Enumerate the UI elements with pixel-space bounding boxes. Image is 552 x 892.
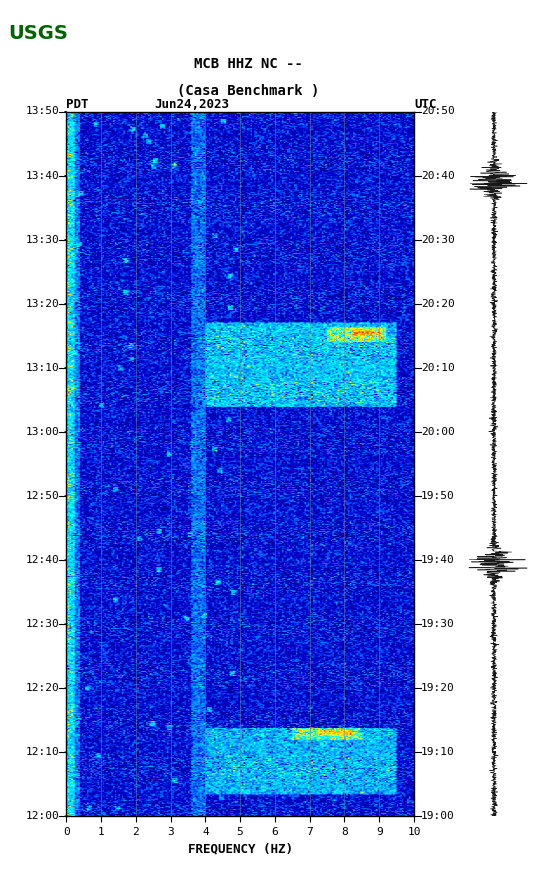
Text: MCB HHZ NC --: MCB HHZ NC -- [194, 57, 303, 71]
Text: 13:10: 13:10 [25, 363, 59, 373]
Text: 13:20: 13:20 [25, 299, 59, 309]
Text: (Casa Benchmark ): (Casa Benchmark ) [177, 84, 320, 98]
Text: UTC: UTC [414, 98, 437, 112]
Text: 12:30: 12:30 [25, 619, 59, 629]
Text: 20:40: 20:40 [421, 170, 455, 180]
Text: 19:40: 19:40 [421, 555, 455, 565]
X-axis label: FREQUENCY (HZ): FREQUENCY (HZ) [188, 842, 293, 855]
Text: 13:00: 13:00 [25, 426, 59, 437]
Text: 20:30: 20:30 [421, 235, 455, 244]
Text: 12:20: 12:20 [25, 683, 59, 693]
Text: 19:20: 19:20 [421, 683, 455, 693]
Text: 19:10: 19:10 [421, 747, 455, 757]
Text: 19:30: 19:30 [421, 619, 455, 629]
Text: PDT: PDT [66, 98, 89, 112]
Text: 12:00: 12:00 [25, 811, 59, 822]
Text: 12:50: 12:50 [25, 491, 59, 501]
Text: 20:00: 20:00 [421, 426, 455, 437]
Text: 19:00: 19:00 [421, 811, 455, 822]
Text: 19:50: 19:50 [421, 491, 455, 501]
Text: USGS: USGS [9, 24, 68, 43]
Text: 12:40: 12:40 [25, 555, 59, 565]
Text: 20:20: 20:20 [421, 299, 455, 309]
Text: 13:40: 13:40 [25, 170, 59, 180]
Text: 13:30: 13:30 [25, 235, 59, 244]
Text: 12:10: 12:10 [25, 747, 59, 757]
Text: Jun24,2023: Jun24,2023 [155, 98, 230, 112]
Text: 20:50: 20:50 [421, 106, 455, 117]
Text: 13:50: 13:50 [25, 106, 59, 117]
Text: 20:10: 20:10 [421, 363, 455, 373]
